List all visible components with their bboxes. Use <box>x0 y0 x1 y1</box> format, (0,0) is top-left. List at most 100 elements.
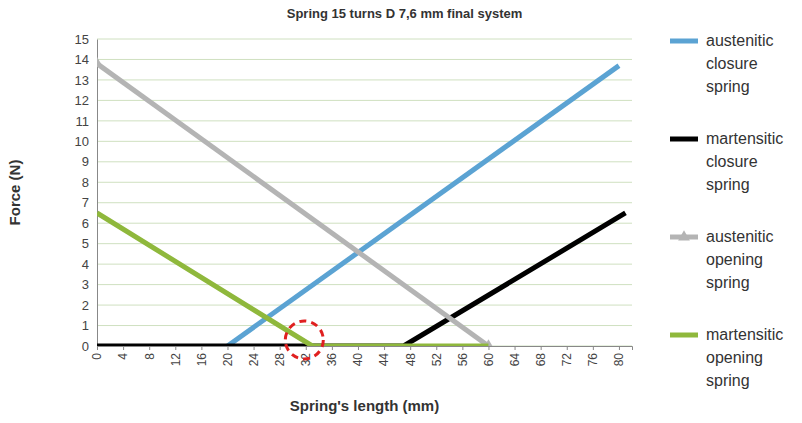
x-tick-mark <box>280 346 281 350</box>
chart: Spring 15 turns D 7,6 mm final system012… <box>0 0 802 423</box>
x-tick: 76 <box>586 346 600 366</box>
legend-swatch <box>670 137 698 142</box>
y-axis: 0123456789101112131415 <box>75 32 98 354</box>
grid-line <box>97 243 632 244</box>
y-tick-label: 6 <box>82 216 89 231</box>
y-tick: 15 <box>75 32 97 47</box>
x-tick-mark <box>306 346 307 350</box>
x-tick: 60 <box>482 346 496 366</box>
x-tick-label: 12 <box>169 353 183 367</box>
x-tick: 48 <box>404 346 418 366</box>
x-tick-mark <box>201 346 202 350</box>
grid-line <box>97 39 632 40</box>
x-tick: 64 <box>508 346 522 366</box>
y-tick-label: 0 <box>82 339 89 354</box>
grid-line <box>97 182 632 183</box>
x-tick-label: 52 <box>430 353 444 367</box>
y-tick: 7 <box>82 195 97 210</box>
legend: austeniticclosurespring martensiticclosur… <box>670 32 783 389</box>
x-tick: 0 <box>90 346 104 360</box>
y-tick: 5 <box>82 236 97 251</box>
highlight-circle <box>285 321 323 359</box>
series-line <box>97 64 488 346</box>
x-tick-label: 20 <box>221 353 235 367</box>
y-tick: 6 <box>82 216 97 231</box>
x-tick-label: 64 <box>508 353 522 367</box>
y-tick: 11 <box>76 114 98 129</box>
x-tick-mark <box>227 346 228 350</box>
x-tick-mark <box>358 346 359 350</box>
grid <box>97 39 632 346</box>
x-tick: 20 <box>221 346 235 366</box>
x-tick-mark <box>149 346 150 350</box>
y-tick-label: 7 <box>82 195 89 210</box>
x-tick-mark <box>593 346 594 350</box>
y-tick-label: 5 <box>82 236 89 251</box>
y-tick: 14 <box>75 52 97 67</box>
x-tick-mark <box>332 346 333 350</box>
x-tick: 24 <box>247 346 261 366</box>
grid-line <box>97 202 632 203</box>
x-tick-label: 24 <box>247 353 261 367</box>
y-tick-label: 1 <box>82 318 89 333</box>
grid-line <box>97 284 632 285</box>
x-tick-label: 80 <box>612 353 626 367</box>
x-tick-mark <box>515 346 516 350</box>
x-tick-mark <box>488 346 489 350</box>
x-tick: 72 <box>560 346 574 366</box>
x-tick-label: 72 <box>560 353 574 367</box>
grid-line <box>97 59 632 60</box>
y-tick: 2 <box>82 298 97 313</box>
y-tick: 10 <box>75 134 97 149</box>
y-tick-label: 2 <box>82 298 89 313</box>
y-tick-label: 15 <box>75 32 89 47</box>
y-tick-label: 10 <box>75 134 89 149</box>
x-tick-mark <box>384 346 385 350</box>
series-line <box>227 66 618 346</box>
x-tick: 28 <box>273 346 287 366</box>
y-tick: 9 <box>82 154 97 169</box>
x-tick: 80 <box>612 346 626 366</box>
x-tick-label: 56 <box>456 353 470 367</box>
y-tick: 12 <box>75 93 97 108</box>
x-tick-mark <box>175 346 176 350</box>
x-tick: 8 <box>143 346 157 360</box>
y-tick: 8 <box>82 175 97 190</box>
x-tick-mark <box>619 346 620 350</box>
y-tick-label: 11 <box>76 114 90 129</box>
x-tick-label: 60 <box>482 353 496 367</box>
x-tick: 44 <box>377 346 391 366</box>
grid-line <box>97 325 632 326</box>
x-tick-label: 44 <box>377 353 391 367</box>
y-tick: 0 <box>82 339 97 354</box>
grid-line <box>97 161 632 162</box>
legend-label: austeniticclosurespring <box>706 32 774 95</box>
x-tick-mark <box>254 346 255 350</box>
chart-title: Spring 15 turns D 7,6 mm final system <box>287 6 523 21</box>
x-tick-mark <box>541 346 542 350</box>
x-tick-label: 0 <box>90 353 104 360</box>
legend-label: austeniticopeningspring <box>706 228 774 291</box>
x-tick-mark <box>567 346 568 350</box>
y-tick-label: 9 <box>82 154 89 169</box>
plot-area <box>97 57 625 346</box>
x-tick: 36 <box>325 346 339 366</box>
x-axis-title: Spring's length (mm) <box>290 397 439 414</box>
x-tick-mark <box>123 346 124 350</box>
x-tick-label: 48 <box>404 353 418 367</box>
legend-marker <box>678 230 690 240</box>
x-tick: 68 <box>534 346 548 366</box>
x-tick-mark <box>410 346 411 350</box>
x-tick: 40 <box>351 346 365 366</box>
x-tick-label: 40 <box>351 353 365 367</box>
x-tick-label: 4 <box>116 353 130 360</box>
x-tick: 16 <box>195 346 209 366</box>
x-tick: 32 <box>299 346 313 366</box>
y-axis-title: Force (N) <box>6 160 23 226</box>
y-tick: 1 <box>82 318 97 333</box>
x-tick: 12 <box>169 346 183 366</box>
legend-label: martensiticclosurespring <box>706 130 783 193</box>
y-axis-line <box>97 40 98 347</box>
x-tick-mark <box>462 346 463 350</box>
y-tick: 13 <box>75 73 97 88</box>
